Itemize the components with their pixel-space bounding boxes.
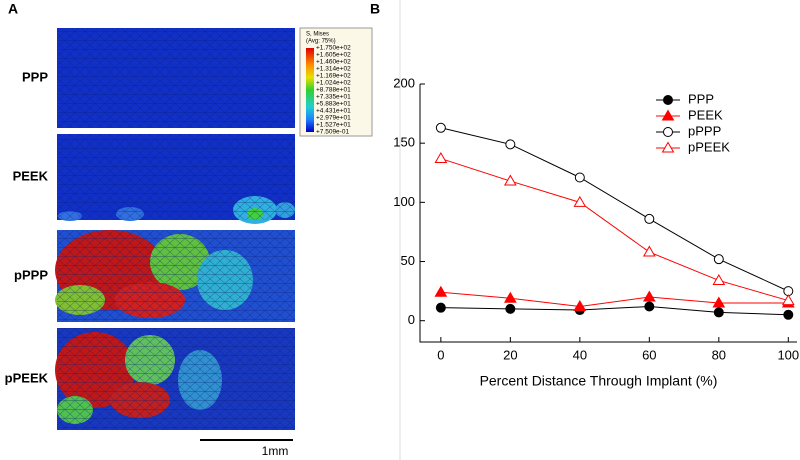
marker — [505, 139, 516, 150]
marker — [573, 195, 587, 207]
legend-label: pPPP — [688, 123, 721, 138]
x-axis-label: Percent Distance Through Implant (%) — [480, 373, 718, 389]
marker — [503, 174, 517, 186]
contour-label: +4.431e+01 — [316, 108, 351, 115]
line-chart: 0 50 100 150 200 0 20 40 60 80 100 Percent Distance… — [393, 75, 799, 388]
axis-frame — [419, 84, 797, 343]
marker — [434, 152, 448, 164]
contour-label: +7.509e-01 — [316, 129, 349, 136]
panel-label: A — [8, 1, 18, 17]
marker — [663, 127, 673, 137]
y-tick-label: 150 — [393, 135, 415, 150]
contour-label: +1.024e+02 — [316, 80, 351, 87]
scale-bar-label: 1mm — [262, 444, 289, 458]
contour-label: +1.605e+02 — [316, 52, 351, 59]
series-line — [440, 127, 789, 292]
marker — [574, 172, 585, 183]
row-label: PEEK — [13, 168, 49, 183]
contour-label: +1.527e+01 — [316, 122, 351, 129]
marker — [642, 245, 656, 257]
marker — [644, 213, 655, 224]
series-line — [440, 158, 789, 302]
marker — [663, 95, 673, 105]
x-tick-label: 0 — [437, 347, 444, 362]
marker — [712, 273, 726, 285]
contour-label: +7.335e+01 — [316, 94, 351, 101]
panel-label: B — [370, 1, 380, 17]
marker — [434, 285, 448, 297]
marker — [713, 254, 724, 265]
series-line — [440, 291, 789, 307]
contour-subtitle: (Avg: 75%) — [306, 39, 336, 45]
marker — [505, 303, 516, 314]
y-tick-label: 200 — [393, 75, 415, 90]
marker — [781, 294, 795, 306]
x-tick-label: 20 — [503, 347, 517, 362]
x-tick-label: 80 — [712, 347, 726, 362]
x-tick-label: 60 — [642, 347, 656, 362]
row-label: pPPP — [14, 267, 48, 282]
marker — [435, 302, 446, 313]
marker — [713, 307, 724, 318]
marker — [661, 141, 675, 153]
marker — [435, 122, 446, 133]
marker — [661, 109, 675, 121]
legend-label: PPP — [688, 91, 714, 106]
contour-label: +8.788e+01 — [316, 87, 351, 94]
marker — [783, 309, 794, 320]
row-label: pPEEK — [5, 370, 49, 385]
y-tick-label: 0 — [408, 312, 415, 327]
x-tick-label: 100 — [777, 347, 799, 362]
contour-color-bar — [306, 48, 314, 132]
y-tick-label: 50 — [401, 253, 415, 268]
legend-label: PEEK — [688, 107, 723, 122]
marker — [503, 291, 517, 303]
legend-label: pPEEK — [688, 139, 730, 154]
series-line — [440, 305, 789, 316]
marker — [642, 290, 656, 302]
marker — [573, 299, 587, 311]
mesh-images — [55, 28, 295, 430]
contour-label: +1.750e+02 — [316, 45, 351, 52]
contour-label: +1.314e+02 — [316, 66, 351, 73]
contour-title: S, Mises — [306, 32, 329, 38]
y-tick-label: 100 — [393, 194, 415, 209]
contour-label: +5.883e+01 — [316, 101, 351, 108]
marker — [644, 301, 655, 312]
x-tick-label: 40 — [573, 347, 587, 362]
contour-label: +1.460e+02 — [316, 59, 351, 66]
marker — [712, 296, 726, 308]
contour-label: +1.169e+02 — [316, 73, 351, 80]
contour-label: +2.979e+01 — [316, 115, 351, 122]
row-label: PPP — [22, 69, 48, 84]
